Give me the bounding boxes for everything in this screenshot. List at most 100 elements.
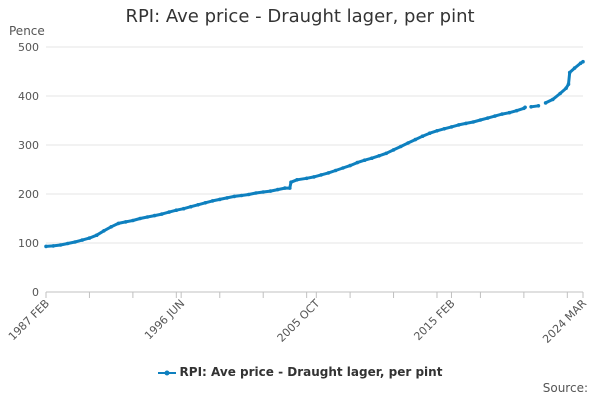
data-point xyxy=(507,110,512,115)
data-point xyxy=(551,97,555,102)
data-point xyxy=(210,199,215,203)
chart-title: RPI: Ave price - Draught lager, per pint xyxy=(125,6,475,27)
data-point xyxy=(51,244,55,248)
x-tick-label-3: 2015 FEB xyxy=(411,297,457,343)
data-point xyxy=(564,86,568,90)
data-point xyxy=(435,129,439,133)
data-point xyxy=(348,163,352,168)
data-point xyxy=(333,168,338,173)
data-point xyxy=(58,243,63,247)
y-tick-label-400: 400 xyxy=(18,90,39,103)
x-tick-label-0: 1987 FEB xyxy=(6,297,52,343)
data-point xyxy=(391,148,396,152)
data-point xyxy=(536,104,541,108)
data-point xyxy=(225,196,229,200)
data-point xyxy=(181,206,186,211)
data-point xyxy=(377,154,381,158)
data-point xyxy=(102,229,106,233)
data-point xyxy=(283,186,287,190)
legend-label: RPI: Ave price - Draught lager, per pint xyxy=(179,365,443,379)
data-point xyxy=(500,112,504,116)
data-point xyxy=(239,193,244,198)
data-point xyxy=(326,171,331,175)
data-point xyxy=(94,233,99,237)
series-layer xyxy=(44,59,585,249)
gridlines xyxy=(46,46,583,244)
data-point xyxy=(420,134,425,138)
data-point xyxy=(427,131,432,135)
y-axis-label: Pence xyxy=(9,24,45,38)
data-point xyxy=(514,108,519,113)
data-point xyxy=(116,221,121,226)
data-point xyxy=(145,215,150,219)
x-tick-label-1: 1996 JUN xyxy=(142,297,187,342)
data-point xyxy=(485,116,490,120)
data-point xyxy=(464,121,468,126)
data-point xyxy=(442,127,447,131)
data-point xyxy=(523,105,527,110)
data-point xyxy=(384,151,389,156)
data-point xyxy=(174,208,179,212)
data-point xyxy=(73,240,77,244)
data-point xyxy=(493,114,497,118)
x-axis: 1987 FEB 1996 JUN 2005 OCT 2015 FEB 2024 MAR xyxy=(6,291,589,346)
data-point xyxy=(529,105,533,109)
data-point xyxy=(87,236,92,240)
y-axis: 0 100 200 300 400 500 xyxy=(18,41,39,299)
legend[interactable]: RPI: Ave price - Draught lager, per pint xyxy=(0,365,600,379)
data-point xyxy=(289,180,293,184)
data-point xyxy=(406,141,410,145)
data-point xyxy=(370,156,374,160)
data-point xyxy=(572,66,577,70)
series-line-segment-2 xyxy=(544,60,585,105)
x-tick-label-4: 2024 MAR xyxy=(540,297,589,346)
data-point xyxy=(304,176,309,181)
data-point xyxy=(288,186,292,190)
data-point xyxy=(189,204,193,209)
data-point xyxy=(558,91,562,96)
data-point xyxy=(138,216,142,221)
data-point xyxy=(413,137,418,142)
data-point xyxy=(261,190,266,194)
data-point xyxy=(218,197,222,202)
legend-swatch xyxy=(157,370,176,375)
data-point xyxy=(456,123,461,127)
data-point xyxy=(471,120,476,124)
data-point xyxy=(131,218,135,223)
data-point xyxy=(232,194,237,199)
data-point xyxy=(312,175,316,179)
data-point xyxy=(581,59,585,64)
y-tick-label-500: 500 xyxy=(18,41,39,54)
data-point xyxy=(123,220,128,224)
data-point xyxy=(341,166,345,170)
data-point xyxy=(44,244,48,249)
data-point xyxy=(399,144,403,149)
data-point xyxy=(362,158,367,162)
data-point xyxy=(65,241,70,246)
data-point xyxy=(80,238,84,242)
data-point xyxy=(449,125,454,129)
data-point xyxy=(543,101,548,105)
data-point xyxy=(203,201,208,205)
y-tick-label-300: 300 xyxy=(18,139,39,152)
data-point xyxy=(478,118,483,122)
data-point xyxy=(355,160,360,165)
source-label: Source: xyxy=(542,381,588,395)
data-point xyxy=(295,178,299,182)
data-point xyxy=(566,82,571,86)
data-point xyxy=(567,70,572,75)
data-point xyxy=(167,210,171,214)
series-line-segment-0 xyxy=(44,105,527,248)
data-point xyxy=(152,213,157,218)
data-point xyxy=(275,187,280,192)
y-tick-label-100: 100 xyxy=(18,237,39,250)
data-point xyxy=(254,191,258,195)
data-point xyxy=(246,192,251,197)
data-point xyxy=(319,173,323,177)
data-point xyxy=(160,212,164,216)
y-tick-label-0: 0 xyxy=(32,286,39,299)
data-point xyxy=(196,203,200,207)
data-point xyxy=(109,225,113,229)
y-tick-label-200: 200 xyxy=(18,188,39,201)
